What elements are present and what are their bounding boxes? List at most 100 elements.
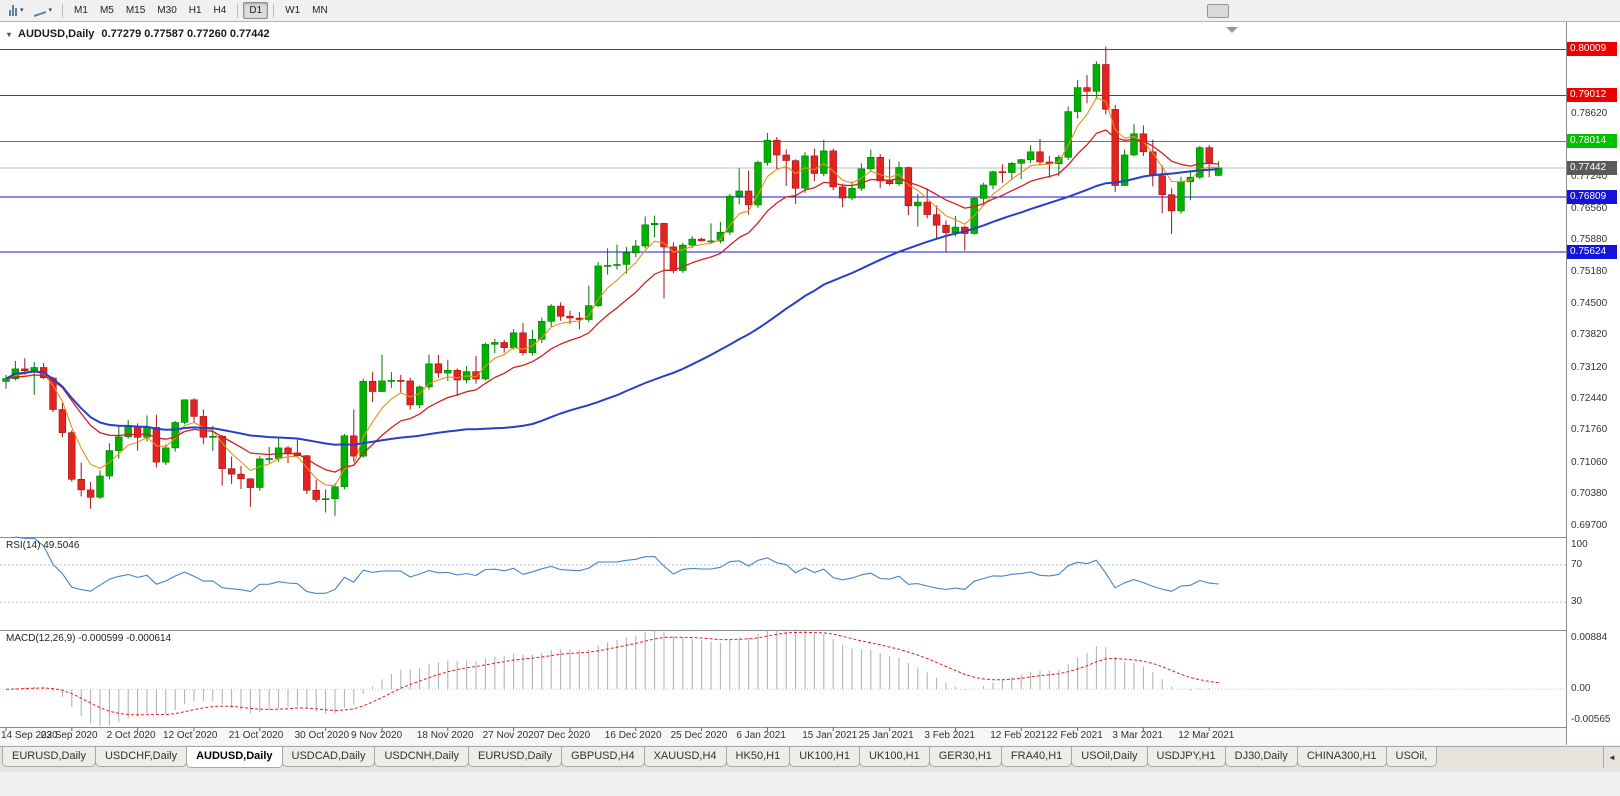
rsi-axis-label: 30 — [1571, 596, 1583, 608]
candle — [641, 216, 649, 249]
date-axis-label: 12 Mar 2021 — [1178, 730, 1235, 741]
candle — [368, 372, 377, 403]
date-axis-label: 16 Dec 2020 — [604, 730, 662, 741]
date-axis-label: 3 Feb 2021 — [924, 730, 975, 741]
tab-eurusd-daily[interactable]: EURUSD,Daily — [468, 747, 562, 767]
timeframe-button-w1[interactable]: W1 — [285, 5, 301, 16]
candle — [1026, 145, 1035, 163]
candle — [378, 354, 386, 392]
timeframe-button-m30[interactable]: M30 — [157, 5, 177, 16]
candle — [227, 456, 236, 484]
tab-usoil-daily[interactable]: USOil,Daily — [1071, 747, 1148, 767]
time-axis: 14 Sep 2020 23 Sep 2020 2 Oct 2020 12 Oct 2… — [0, 727, 1566, 745]
date-axis-label: 2 Oct 2020 — [106, 730, 156, 741]
candle — [387, 372, 396, 388]
chart-tab-bar: EURUSD,Daily USDCHF,Daily AUDUSD,Daily USDC… — [0, 746, 1620, 772]
timeframe-button-mn[interactable]: MN — [312, 5, 328, 16]
chart-scrollbar-thumb[interactable] — [1207, 4, 1229, 18]
tab-usdcad-daily[interactable]: USDCAD,Daily — [281, 747, 376, 767]
timeframe-button-m15[interactable]: M15 — [125, 5, 146, 16]
candle — [312, 479, 320, 502]
tab-audusd-daily[interactable]: AUDUSD,Daily — [186, 747, 283, 768]
ma-line-50 — [5, 168, 1219, 446]
candle — [726, 193, 734, 235]
zoom-dropdown-button[interactable]: ▾ — [29, 2, 58, 20]
candle — [1055, 155, 1063, 177]
tab-uk100-h1[interactable]: UK100,H1 — [858, 747, 930, 767]
chart-shift-marker[interactable] — [1226, 27, 1238, 33]
price-axis-label: 0.71760 — [1571, 424, 1608, 436]
tab-gbpusd-h4[interactable]: GBPUSD,H4 — [561, 747, 645, 767]
tab-xauusd-h4[interactable]: XAUUSD,H4 — [643, 747, 727, 767]
price-axis-label: 0.69700 — [1571, 519, 1608, 531]
window-footer — [0, 772, 1620, 796]
date-axis-label: 6 Jan 2021 — [736, 730, 786, 741]
timeframe-button-h1[interactable]: H1 — [188, 5, 202, 16]
price-axis-label: 0.75180 — [1571, 266, 1608, 278]
candle — [1008, 162, 1016, 181]
timeframe-button-d1[interactable]: D1 — [243, 2, 269, 19]
rsi-line — [15, 536, 1219, 594]
candle — [613, 244, 621, 270]
chevron-down-icon: ▾ — [48, 7, 53, 14]
candle — [820, 139, 828, 177]
candle — [152, 414, 161, 468]
chart-title: ▾ AUDUSD,Daily 0.77279 0.77587 0.77260 0… — [7, 28, 270, 40]
tab-ger30-h1[interactable]: GER30,H1 — [928, 747, 1002, 767]
tab-hk50-h1[interactable]: HK50,H1 — [725, 747, 791, 767]
macd-indicator-label: MACD(12,26,9) -0.000599 -0.000614 — [6, 633, 172, 644]
price-axis-label: 0.74500 — [1571, 297, 1608, 309]
date-axis-label: 21 Oct 2020 — [228, 730, 284, 741]
candle — [58, 403, 67, 438]
tab-usdcnh-daily[interactable]: USDCNH,Daily — [374, 747, 470, 767]
candle — [77, 462, 85, 497]
candle — [848, 181, 856, 201]
tab-dj30-daily[interactable]: DJ30,Daily — [1224, 747, 1298, 767]
line-chart-icon — [33, 4, 46, 17]
price-level-label: 0.80009 — [1567, 42, 1617, 57]
tab-usdchf-daily[interactable]: USDCHF,Daily — [94, 747, 188, 767]
candle — [331, 483, 339, 516]
macd-signal-line — [5, 631, 1219, 716]
timeframe-button-h4[interactable]: H4 — [213, 5, 227, 16]
timeframe-button-m5[interactable]: M5 — [99, 5, 114, 16]
tab-uk100-h1[interactable]: UK100,H1 — [789, 747, 860, 767]
timeframe-button-m1[interactable]: M1 — [74, 5, 88, 16]
candle — [321, 489, 330, 513]
candle — [124, 420, 132, 439]
tab-scroll-left-button[interactable]: ◄ — [1603, 747, 1620, 768]
candle — [556, 302, 565, 321]
price-axis-label: 0.77240 — [1571, 171, 1608, 183]
candle — [1120, 149, 1129, 186]
tab-usdjpy-h1[interactable]: USDJPY,H1 — [1146, 747, 1226, 767]
candle — [519, 323, 527, 356]
tab-fra40-h1[interactable]: FRA40,H1 — [1000, 747, 1073, 767]
tab-usoil[interactable]: USOil, — [1385, 747, 1438, 767]
tab-china300-h1[interactable]: CHINA300,H1 — [1296, 747, 1387, 767]
candle — [867, 149, 875, 172]
price-level-label: 0.78014 — [1567, 134, 1617, 149]
date-axis-label: 25 Dec 2020 — [670, 730, 728, 741]
candle — [697, 237, 706, 242]
timeframe-button-group: M1 M5 M15 M30 H1 H4 D1 W1 MN — [68, 2, 334, 19]
candle — [744, 170, 753, 215]
candle — [481, 342, 490, 381]
date-axis-label: 23 Sep 2020 — [40, 730, 98, 741]
price-chart-canvas[interactable] — [0, 22, 1566, 745]
toolbar-separator — [62, 3, 64, 18]
candle — [190, 398, 198, 423]
rsi-indicator-label: RSI(14) 49.5046 — [6, 540, 80, 551]
date-axis-label: 22 Feb 2021 — [1046, 730, 1103, 741]
candle — [180, 399, 189, 425]
tab-eurusd-daily[interactable]: EURUSD,Daily — [2, 747, 96, 767]
price-axis-label: 0.78620 — [1571, 107, 1608, 119]
candle — [1083, 75, 1091, 104]
date-axis-label: 3 Mar 2021 — [1112, 730, 1163, 741]
candle — [669, 242, 678, 274]
candle — [632, 240, 640, 258]
candle — [1177, 176, 1185, 214]
chart-type-dropdown-button[interactable]: ▾ — [4, 2, 29, 20]
candle — [838, 183, 847, 208]
candle — [735, 168, 743, 205]
candle — [773, 137, 781, 169]
